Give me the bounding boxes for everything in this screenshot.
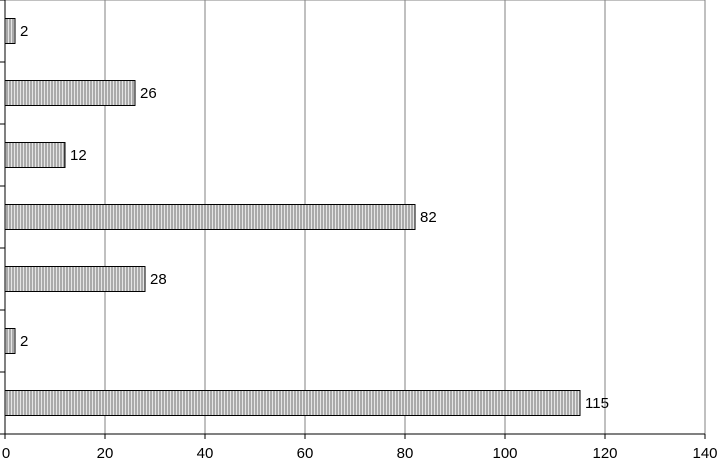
data-label: 2 xyxy=(20,23,28,40)
bar xyxy=(4,142,66,168)
data-label: 115 xyxy=(585,395,609,412)
bar xyxy=(4,80,136,106)
x-tick-label: 0 xyxy=(2,445,10,462)
bar xyxy=(4,390,581,416)
bar xyxy=(4,266,146,292)
bar xyxy=(4,328,16,354)
x-tick-label: 20 xyxy=(97,445,114,462)
x-tick-label: 80 xyxy=(397,445,414,462)
bar xyxy=(4,204,416,230)
data-label: 28 xyxy=(150,271,167,288)
data-label: 26 xyxy=(140,85,157,102)
data-label: 12 xyxy=(70,147,87,164)
x-tick-label: 60 xyxy=(297,445,314,462)
x-tick-label: 140 xyxy=(692,445,717,462)
x-tick-label: 100 xyxy=(492,445,517,462)
x-tick-label: 40 xyxy=(197,445,214,462)
bar xyxy=(4,18,16,44)
data-label: 2 xyxy=(20,333,28,350)
x-tick-label: 120 xyxy=(592,445,617,462)
data-label: 82 xyxy=(420,209,437,226)
